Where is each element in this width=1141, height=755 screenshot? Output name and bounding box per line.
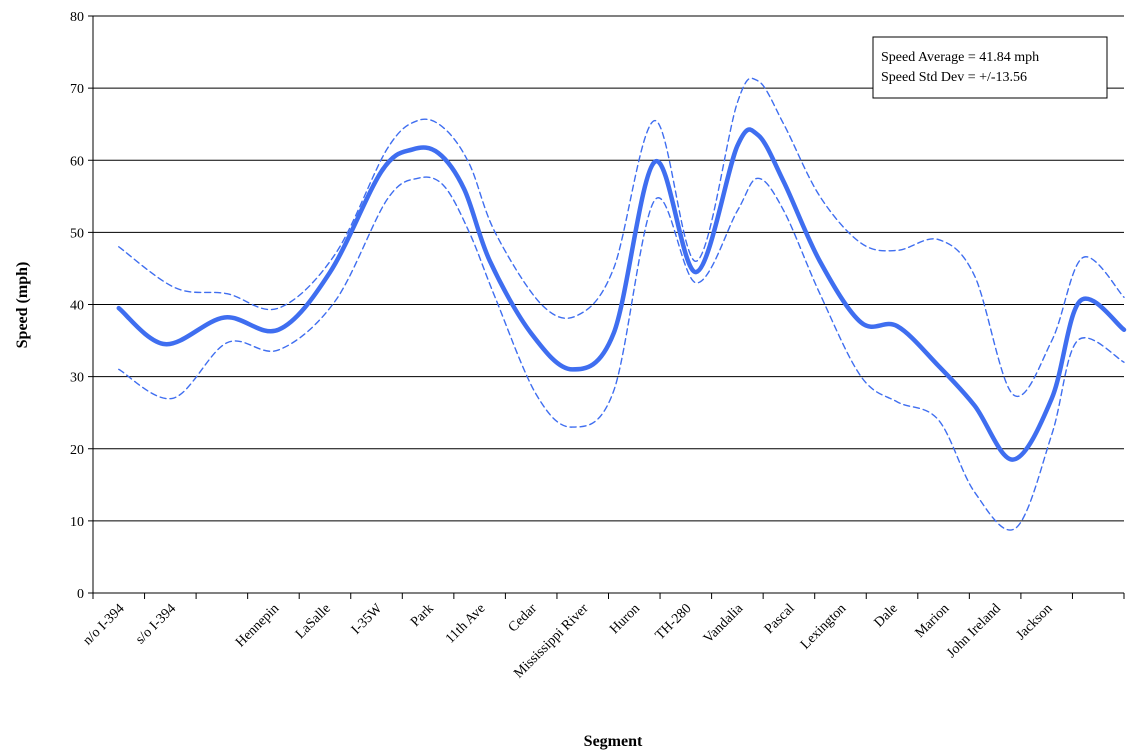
x-tick-label: Vandalia — [701, 601, 747, 647]
x-tick-label: LaSalle — [293, 601, 334, 642]
x-tick-label: Park — [408, 601, 437, 630]
x-tick-label: Cedar — [506, 601, 540, 635]
y-tick-label-60: 60 — [70, 154, 84, 169]
upper-std-dev-line — [118, 77, 1125, 398]
y-tick-label-70: 70 — [70, 82, 84, 97]
x-tick-label: Marion — [913, 601, 953, 641]
y-tick-label-0: 0 — [77, 587, 84, 602]
x-tick-label: Jackson — [1014, 601, 1056, 643]
axes — [88, 15, 1125, 599]
x-tick-label: TH-280 — [653, 601, 695, 643]
x-tick-label: Lexington — [798, 601, 849, 652]
x-tick-label: Huron — [607, 601, 643, 637]
x-tick-label: Pascal — [762, 601, 798, 637]
y-axis-title: Speed (mph) — [14, 262, 31, 349]
y-tick-label-20: 20 — [70, 443, 84, 458]
speed-average-text: Speed Average = 41.84 mph — [881, 50, 1039, 65]
x-tick-label: I-35W — [349, 601, 386, 638]
y-tick-label-50: 50 — [70, 226, 84, 241]
y-tick-label-80: 80 — [70, 10, 84, 25]
lower-std-dev-line — [118, 176, 1125, 531]
x-tick-label: n/o I-394 — [80, 601, 127, 648]
annotation-box — [872, 36, 1108, 99]
x-tick-labels: n/o I-394 s/o I-394 Hennepin LaSalle I-35W Pa… — [80, 601, 1055, 682]
speed-std-dev-text: Speed Std Dev = +/-13.56 — [881, 70, 1027, 85]
x-tick-label: John Ireland — [944, 601, 1004, 661]
y-tick-label-10: 10 — [70, 515, 84, 530]
grid-lines — [93, 15, 1124, 522]
x-axis-title: Segment — [584, 733, 643, 750]
y-tick-label-30: 30 — [70, 371, 84, 386]
stats-annotation: Speed Average = 41.84 mph Speed Std Dev … — [872, 36, 1108, 99]
series-lines — [116, 77, 1127, 531]
x-tick-label: Hennepin — [233, 601, 282, 650]
y-tick-label-40: 40 — [70, 299, 84, 314]
speed-average-line — [116, 127, 1127, 462]
x-tick-label: Dale — [872, 601, 901, 630]
x-tick-label: 11th Ave — [443, 601, 489, 647]
y-tick-labels: 0 10 20 30 40 50 60 70 80 — [70, 10, 84, 602]
x-tick-label: s/o I-394 — [133, 601, 179, 647]
